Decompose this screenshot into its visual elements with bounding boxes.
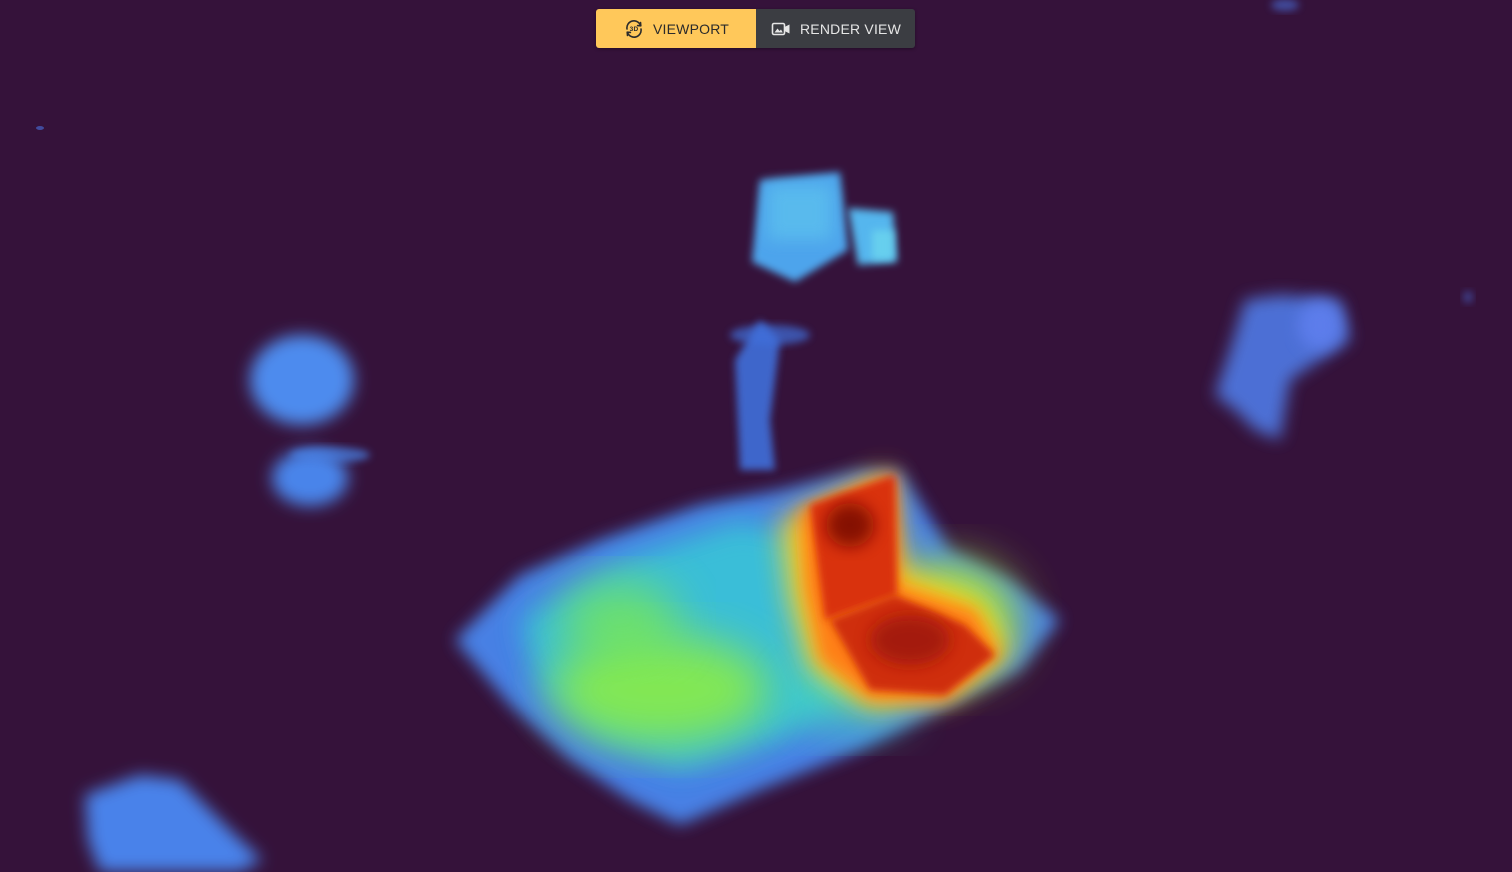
- viewport-label: VIEWPORT: [652, 20, 730, 37]
- svg-text:3D: 3D: [630, 26, 639, 33]
- render-view-button[interactable]: RENDER VIEW: [756, 9, 915, 48]
- camera-image-icon: [770, 18, 792, 40]
- point-cloud: [36, 0, 1473, 872]
- viewport-button[interactable]: 3D VIEWPORT: [596, 9, 756, 48]
- render-view-label: RENDER VIEW: [800, 20, 901, 37]
- view-toggle: 3D VIEWPORT RENDER VIEW: [596, 9, 915, 48]
- 3d-rotate-icon: 3D: [623, 18, 645, 40]
